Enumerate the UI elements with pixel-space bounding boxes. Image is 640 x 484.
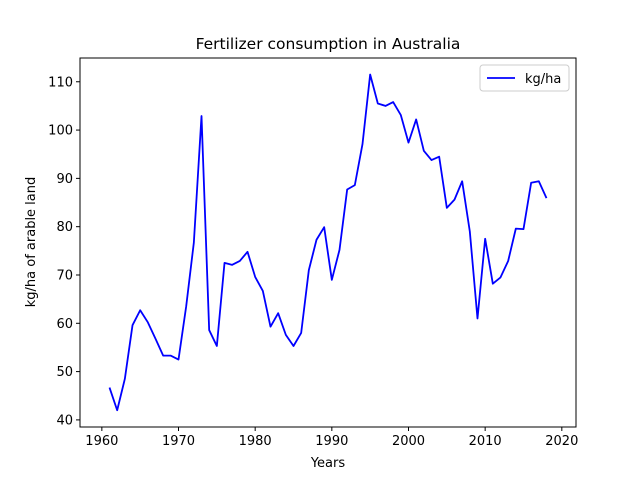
axes-frame (79, 57, 577, 428)
y-axis: 40 50 60 70 80 90 100 110 (48, 75, 80, 428)
x-tick-label: 2020 (545, 434, 578, 449)
y-axis-label: kg/ha of arable land (24, 177, 39, 308)
y-tick-label: 110 (48, 75, 73, 90)
y-tick-label: 40 (56, 413, 73, 428)
x-axis: 1960 1970 1980 1990 2000 2010 2020 (85, 427, 578, 449)
y-tick-label: 50 (56, 365, 73, 380)
y-tick-label: 100 (48, 124, 73, 139)
x-axis-label: Years (310, 456, 346, 471)
y-tick-label: 80 (56, 220, 73, 235)
x-tick-label: 1980 (239, 434, 272, 449)
x-tick-label: 1990 (315, 434, 348, 449)
series-layer (108, 73, 548, 412)
x-tick-label: 2010 (469, 434, 502, 449)
x-tick-label: 1960 (85, 434, 118, 449)
x-tick-label: 1970 (162, 434, 195, 449)
y-tick-label: 90 (56, 172, 73, 187)
x-tick-label: 2000 (392, 434, 425, 449)
legend-box (479, 64, 570, 92)
y-tick-label: 70 (56, 268, 73, 283)
y-tick-label: 60 (56, 317, 73, 332)
legend: kg/ha (479, 64, 570, 92)
chart-title: Fertilizer consumption in Australia (196, 35, 461, 53)
series-line-kg-ha (108, 73, 548, 412)
legend-label: kg/ha (525, 72, 561, 87)
